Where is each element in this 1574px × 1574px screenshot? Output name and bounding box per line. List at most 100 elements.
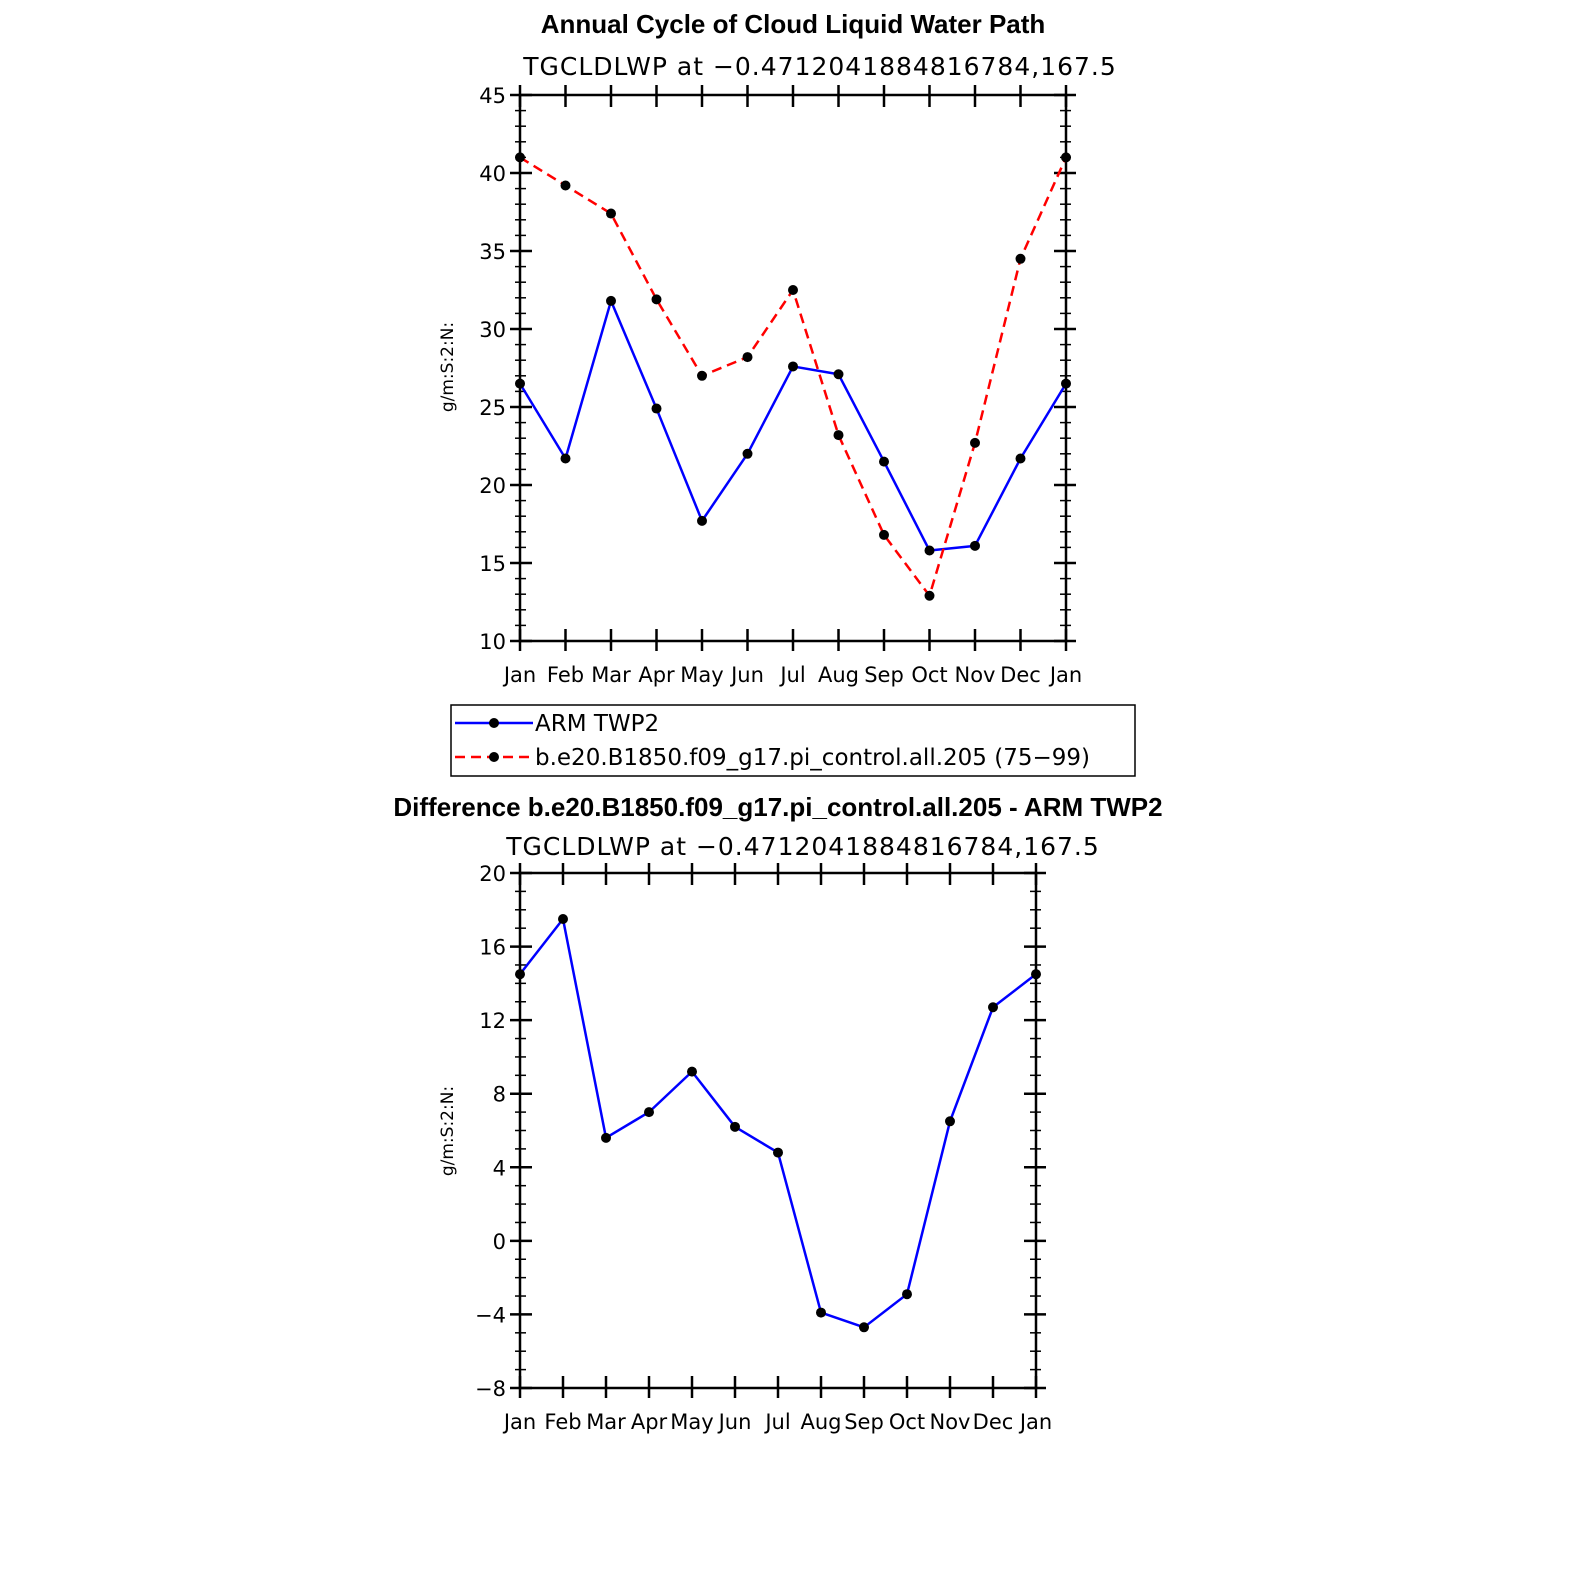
data-point bbox=[833, 430, 844, 441]
series-line-1 bbox=[518, 299, 1068, 552]
y-tick-label: 15 bbox=[479, 552, 506, 576]
data-point bbox=[560, 453, 571, 464]
chart-subtitle: TGCLDLWP at −0.4712041884816784,167.5 bbox=[522, 52, 1117, 81]
x-tick-label: Sep bbox=[864, 663, 904, 687]
y-tick-label: 16 bbox=[479, 936, 506, 960]
data-point bbox=[651, 294, 662, 305]
y-tick-label: 0 bbox=[493, 1230, 506, 1254]
x-tick-label: Jul bbox=[778, 663, 805, 687]
legend-marker-arm bbox=[489, 718, 499, 728]
x-tick-label: Feb bbox=[544, 1410, 581, 1434]
data-point bbox=[788, 285, 798, 295]
x-tick-label: Jan bbox=[502, 663, 536, 687]
data-point bbox=[879, 529, 889, 540]
y-tick-label: 20 bbox=[479, 474, 506, 498]
y-tick-label: 40 bbox=[479, 162, 506, 186]
y-tick-label: 10 bbox=[479, 630, 506, 654]
data-point bbox=[601, 1132, 611, 1143]
x-tick-label: Jun bbox=[717, 1410, 752, 1434]
data-point bbox=[859, 1322, 869, 1333]
data-point bbox=[606, 208, 616, 219]
series-markers bbox=[515, 913, 1041, 1333]
plot-axes: Jan Feb Mar Apr May Jun Jul Aug Sep Oct Nov Dec Jan−… bbox=[475, 862, 1052, 1434]
x-tick-label: Mar bbox=[591, 663, 631, 687]
data-point bbox=[970, 437, 980, 448]
data-point bbox=[651, 403, 662, 414]
y-tick-label: 35 bbox=[479, 240, 506, 264]
y-tick-label: 30 bbox=[479, 318, 506, 342]
x-tick-label: Aug bbox=[818, 663, 859, 687]
data-point bbox=[558, 913, 568, 924]
legend-label-model: b.e20.B1850.f09_g17.pi_control.all.205 (… bbox=[535, 745, 1090, 771]
data-point bbox=[1031, 969, 1041, 980]
y-tick-label: −4 bbox=[475, 1303, 506, 1327]
x-tick-label: Sep bbox=[844, 1410, 884, 1434]
y-tick-label: 8 bbox=[493, 1083, 506, 1107]
y-tick-label: 4 bbox=[493, 1156, 506, 1180]
data-point bbox=[730, 1121, 740, 1132]
data-point bbox=[697, 515, 707, 526]
y-tick-label: 12 bbox=[479, 1009, 506, 1033]
data-point bbox=[515, 969, 525, 980]
data-point bbox=[1061, 378, 1071, 389]
x-tick-label: Jun bbox=[729, 663, 764, 687]
data-point bbox=[697, 370, 707, 381]
x-tick-label: Oct bbox=[889, 1410, 925, 1434]
plot-frame bbox=[518, 871, 1038, 1390]
y-tick-label: 20 bbox=[479, 862, 506, 886]
x-tick-label: Jan bbox=[1018, 1410, 1052, 1434]
x-tick-label: Oct bbox=[911, 663, 947, 687]
x-tick-label: May bbox=[670, 1410, 713, 1434]
data-point bbox=[1061, 152, 1071, 163]
y-tick-label: 45 bbox=[479, 84, 506, 108]
x-tick-label: Aug bbox=[800, 1410, 841, 1434]
series-line-1 bbox=[519, 917, 1037, 1329]
legend: ARM TWP2 b.e20.B1850.f09_g17.pi_control.… bbox=[450, 704, 1136, 777]
x-tick-label: Dec bbox=[973, 1410, 1014, 1434]
y-axis-label: g/m:S:2:N: bbox=[438, 1086, 458, 1176]
x-tick-label: Nov bbox=[930, 1410, 971, 1434]
data-point bbox=[924, 590, 935, 601]
data-point bbox=[742, 448, 753, 459]
data-point bbox=[788, 361, 798, 372]
y-tick-label: 25 bbox=[479, 396, 506, 420]
series-lines bbox=[518, 156, 1068, 598]
data-point bbox=[1015, 453, 1026, 464]
legend-box bbox=[450, 704, 1136, 777]
data-point bbox=[988, 1002, 998, 1013]
data-point bbox=[773, 1147, 783, 1158]
data-point bbox=[1015, 253, 1026, 264]
x-tick-label: Dec bbox=[1000, 663, 1041, 687]
data-point bbox=[560, 180, 571, 191]
x-tick-label: Mar bbox=[586, 1410, 626, 1434]
x-tick-label: Jan bbox=[1048, 663, 1082, 687]
difference-panel: Difference b.e20.B1850.f09_g17.pi_contro… bbox=[393, 792, 1162, 1434]
data-point bbox=[515, 378, 525, 389]
chart-title: Difference b.e20.B1850.f09_g17.pi_contro… bbox=[393, 792, 1162, 822]
data-point bbox=[833, 369, 844, 380]
data-point bbox=[606, 295, 616, 306]
annual-cycle-panel: Annual Cycle of Cloud Liquid Water Path … bbox=[438, 9, 1117, 687]
y-tick-label: −8 bbox=[475, 1377, 506, 1401]
data-point bbox=[816, 1307, 826, 1318]
data-point bbox=[644, 1107, 654, 1118]
data-point bbox=[515, 152, 525, 163]
x-tick-label: Apr bbox=[631, 1410, 668, 1434]
y-axis-label: g/m:S:2:N: bbox=[438, 322, 458, 412]
legend-marker-model bbox=[489, 752, 499, 762]
chart-title: Annual Cycle of Cloud Liquid Water Path bbox=[541, 9, 1046, 39]
plot-axes: Jan Feb Mar Apr May Jun Jul Aug Sep Oct Nov Dec Jan 1… bbox=[479, 84, 1082, 687]
data-point bbox=[687, 1066, 697, 1077]
data-point bbox=[970, 540, 980, 551]
x-tick-label: May bbox=[680, 663, 723, 687]
legend-label-arm: ARM TWP2 bbox=[535, 711, 659, 737]
data-point bbox=[742, 352, 753, 363]
x-tick-label: Nov bbox=[955, 663, 996, 687]
x-tick-label: Apr bbox=[638, 663, 675, 687]
data-point bbox=[924, 545, 935, 556]
chart-subtitle: TGCLDLWP at −0.4712041884816784,167.5 bbox=[505, 832, 1100, 861]
x-tick-label: Jan bbox=[502, 1410, 536, 1434]
data-point bbox=[902, 1289, 912, 1300]
series-markers bbox=[515, 152, 1071, 601]
